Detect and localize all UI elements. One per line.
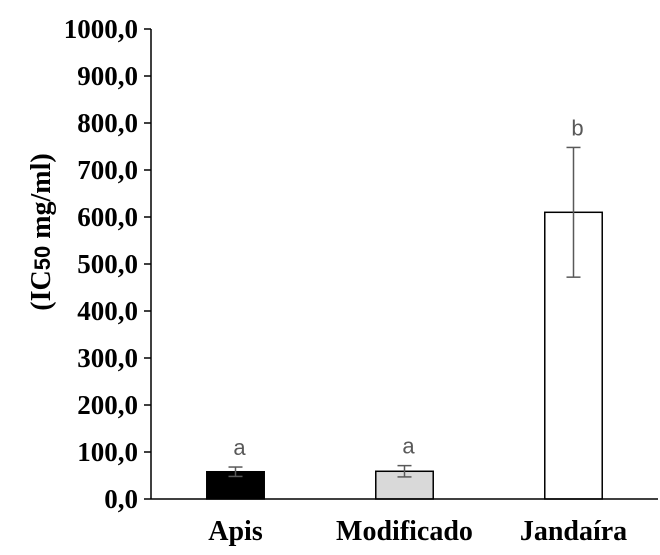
significance-letter: a	[402, 434, 415, 459]
y-tick-label: 700,0	[77, 155, 138, 185]
y-tick-label: 0,0	[104, 484, 138, 514]
significance-letter: b	[571, 115, 583, 140]
y-tick-label: 1000,0	[64, 14, 138, 44]
x-category-label: Apis	[208, 516, 263, 547]
y-axis-label-suffix: mg/ml)	[26, 153, 57, 246]
y-tick-label: 500,0	[77, 249, 138, 279]
y-axis: 0,0 100,0 200,0 300,0 400,0 500,0 600,0 700,0 80…	[64, 14, 152, 514]
y-tick-label: 900,0	[77, 61, 138, 91]
y-tick-label: 400,0	[77, 296, 138, 326]
y-axis-label: (IC50 mg/ml)	[26, 153, 57, 310]
y-tick-label: 800,0	[77, 108, 138, 138]
y-tick-label: 100,0	[77, 437, 138, 467]
bars: a a b	[206, 115, 603, 500]
x-category-label: Jandaíra	[520, 516, 627, 547]
y-tick-label: 300,0	[77, 343, 138, 373]
significance-letter: a	[233, 435, 246, 460]
x-axis: Apis Modificado Jandaíra	[151, 498, 658, 547]
y-tick-label: 200,0	[77, 390, 138, 420]
y-axis-label-prefix: (IC	[26, 270, 57, 310]
y-axis-label-subscript: 50	[30, 246, 55, 270]
x-category-label: Modificado	[336, 516, 473, 547]
y-tick-label: 600,0	[77, 202, 138, 232]
